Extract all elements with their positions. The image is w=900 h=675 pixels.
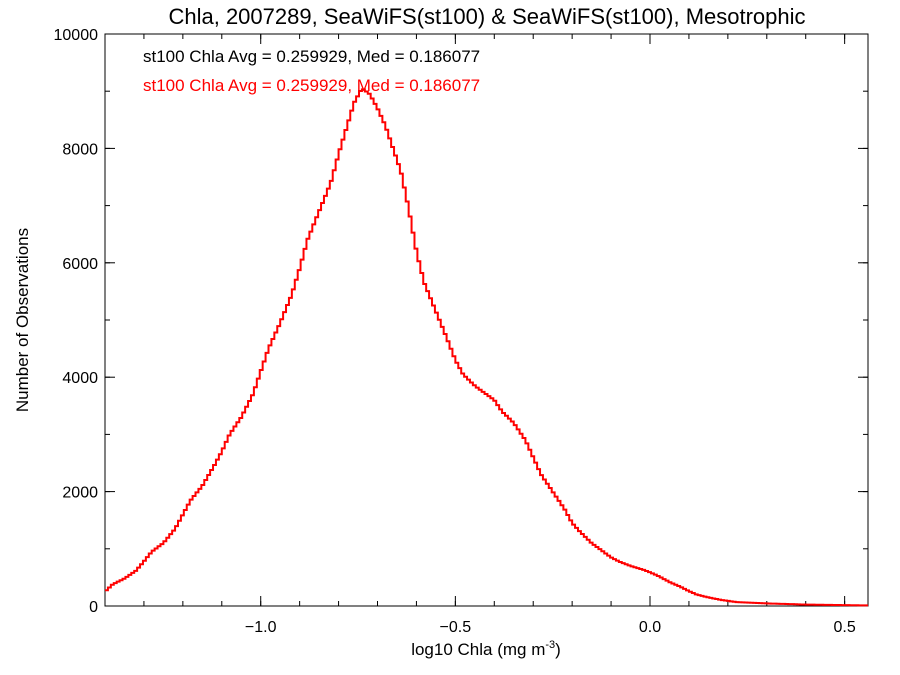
- y-tick-label: 0: [89, 599, 98, 616]
- y-tick-label: 4000: [62, 370, 98, 387]
- x-tick-label: −0.5: [440, 619, 472, 636]
- y-tick-label: 6000: [62, 256, 98, 273]
- x-axis-label-end: ): [555, 640, 561, 659]
- y-tick-label: 10000: [54, 27, 99, 44]
- annotation-black: st100 Chla Avg = 0.259929, Med = 0.18607…: [143, 47, 480, 66]
- x-tick-label: 0.0: [639, 619, 661, 636]
- x-tick-label: 0.5: [834, 619, 856, 636]
- chart-title: Chla, 2007289, SeaWiFS(st100) & SeaWiFS(…: [168, 4, 805, 29]
- x-axis-label-superscript: -3: [545, 639, 555, 651]
- series-histogram-line: [105, 88, 869, 607]
- y-tick-label: 2000: [62, 485, 98, 502]
- x-tick-labels: −1.0 −0.5 0.0 0.5: [245, 619, 856, 636]
- y-tick-labels: 0 2000 4000 6000 8000 10000: [54, 27, 99, 616]
- x-axis-label: log10 Chla (mg m-3): [411, 639, 561, 659]
- y-axis-label: Number of Observations: [13, 228, 32, 412]
- axis-ticks: [105, 33, 868, 607]
- x-tick-label: −1.0: [245, 619, 277, 636]
- x-axis-label-main: log10 Chla (mg m: [411, 640, 545, 659]
- y-tick-label: 8000: [62, 141, 98, 158]
- annotation-red: st100 Chla Avg = 0.259929, Med = 0.18607…: [143, 76, 480, 95]
- plot-area-frame: [104, 33, 869, 607]
